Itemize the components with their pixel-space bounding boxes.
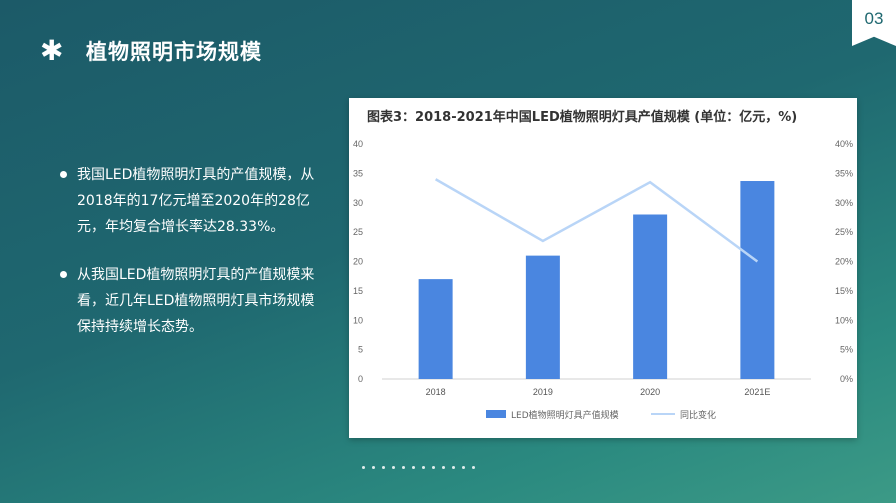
pager-dot[interactable] <box>412 466 415 469</box>
bar <box>418 279 453 379</box>
pager-dot[interactable] <box>382 466 385 469</box>
legend-label: LED植物照明灯具产值规模 <box>511 409 619 421</box>
pager-dot[interactable] <box>432 466 435 469</box>
page-number-badge: 03 <box>852 0 896 46</box>
pager-dot[interactable] <box>422 466 425 469</box>
pager-dot[interactable] <box>462 466 465 469</box>
bullet-item: 我国LED植物照明灯具的产值规模，从2018年的17亿元增至2020年的28亿元… <box>60 162 328 240</box>
x-axis-tick-label: 2020 <box>640 387 660 397</box>
pager-dot[interactable] <box>452 466 455 469</box>
right-axis-tick-label: 10% <box>835 315 853 325</box>
left-axis-tick-label: 5 <box>358 345 363 355</box>
pagination-dots <box>362 466 475 469</box>
pager-dot[interactable] <box>362 466 365 469</box>
pager-dot[interactable] <box>402 466 405 469</box>
left-axis-tick-label: 20 <box>353 257 363 267</box>
bullet-text: 从我国LED植物照明灯具的产值规模来看，近几年LED植物照明灯具市场规模保持持续… <box>77 267 315 335</box>
chart-card: 图表3：2018-2021年中国LED植物照明灯具产值规模 (单位：亿元，%) 0… <box>349 98 857 438</box>
left-axis-tick-label: 15 <box>353 286 363 296</box>
right-axis-tick-label: 5% <box>840 345 853 355</box>
bar-line-chart: 图表3：2018-2021年中国LED植物照明灯具产值规模 (单位：亿元，%) 0… <box>353 109 853 421</box>
legend-swatch-bar <box>486 410 506 418</box>
x-axis-tick-label: 2018 <box>426 387 446 397</box>
left-axis-tick-label: 35 <box>353 168 363 178</box>
bullet-list: 我国LED植物照明灯具的产值规模，从2018年的17亿元增至2020年的28亿元… <box>60 162 328 362</box>
bullet-dot-icon <box>60 171 67 178</box>
bullet-dot-icon <box>60 271 67 278</box>
right-axis-tick-label: 20% <box>835 257 853 267</box>
chart-title: 图表3：2018-2021年中国LED植物照明灯具产值规模 (单位：亿元，%) <box>367 109 797 125</box>
legend-label: 同比变化 <box>680 409 716 421</box>
pager-dot[interactable] <box>472 466 475 469</box>
bullet-item: 从我国LED植物照明灯具的产值规模来看，近几年LED植物照明灯具市场规模保持持续… <box>60 262 328 340</box>
bar <box>740 181 775 379</box>
line-series <box>435 178 759 263</box>
pager-dot[interactable] <box>392 466 395 469</box>
right-axis-tick-label: 0% <box>840 374 853 384</box>
left-axis-tick-label: 0 <box>358 374 363 384</box>
left-axis-tick-label: 10 <box>353 315 363 325</box>
x-axis-tick-label: 2019 <box>533 387 553 397</box>
x-axis-tick-label: 2021E <box>744 387 770 397</box>
right-axis-tick-label: 35% <box>835 168 853 178</box>
asterisk-icon: ✱ <box>40 34 64 67</box>
bar <box>633 214 668 379</box>
pager-dot[interactable] <box>442 466 445 469</box>
left-axis-tick-label: 40 <box>353 139 363 149</box>
right-axis-tick-label: 15% <box>835 286 853 296</box>
right-axis-tick-label: 25% <box>835 227 853 237</box>
bullet-text: 我国LED植物照明灯具的产值规模，从2018年的17亿元增至2020年的28亿元… <box>77 167 315 235</box>
bar <box>525 255 560 379</box>
right-axis-tick-label: 40% <box>835 139 853 149</box>
left-axis-tick-label: 30 <box>353 198 363 208</box>
slide-header: ✱ 植物照明市场规模 <box>40 36 262 66</box>
right-axis-tick-label: 30% <box>835 198 853 208</box>
left-axis-tick-label: 25 <box>353 227 363 237</box>
slide-title: 植物照明市场规模 <box>86 40 262 64</box>
pager-dot[interactable] <box>372 466 375 469</box>
